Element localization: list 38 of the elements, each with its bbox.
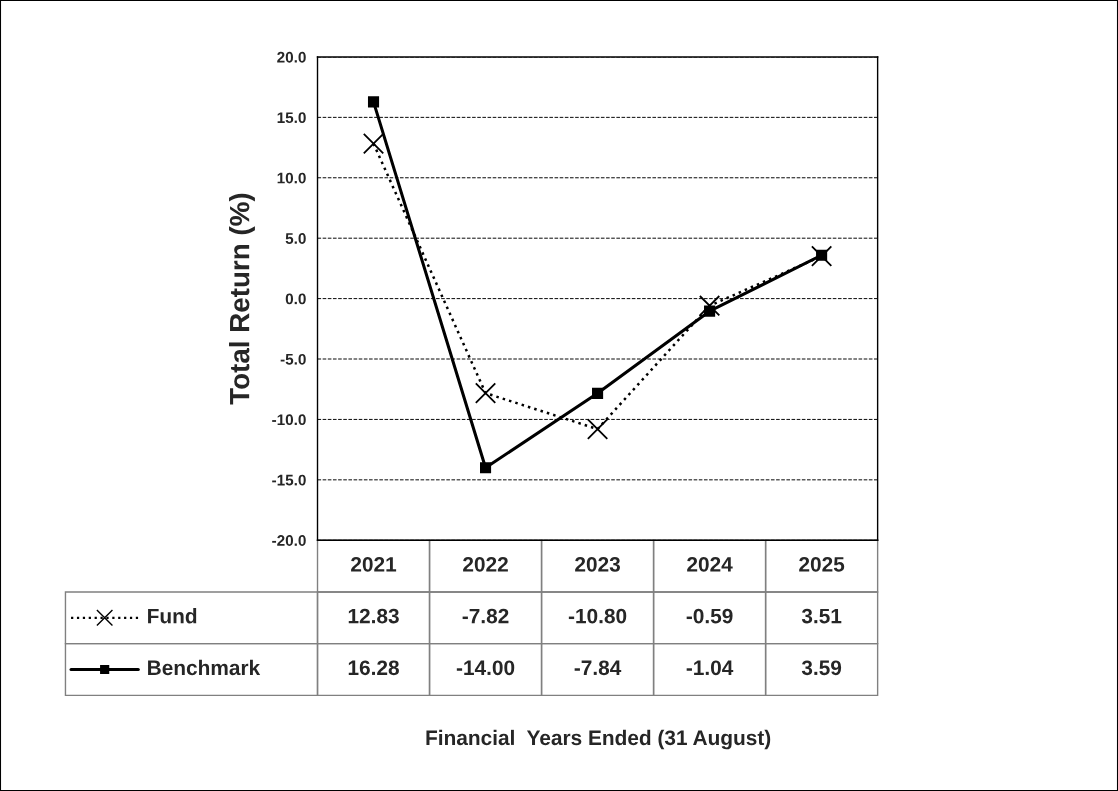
y-tick-label: 0.0 <box>285 293 306 305</box>
legend-label: Fund <box>148 608 197 624</box>
point <box>474 382 497 404</box>
x-tick-label: 2025 <box>799 556 845 572</box>
y-tick-label: -15.0 <box>272 474 306 486</box>
point <box>698 295 721 317</box>
data-label: -14.00 <box>456 660 515 676</box>
x-tick-label: 2022 <box>463 556 508 572</box>
point <box>816 249 828 261</box>
data-label: -7.84 <box>574 660 622 676</box>
y-tick-label: -10.0 <box>272 414 306 426</box>
y-tick-label: 10.0 <box>277 172 306 184</box>
y-tick-label: 5.0 <box>285 233 306 244</box>
point <box>810 245 833 267</box>
point <box>704 305 716 317</box>
y-tick-label: 20.0 <box>277 51 306 63</box>
text: Financial Years Ended (31 August) <box>426 729 771 750</box>
point <box>592 387 604 399</box>
y-tick-label: -20.0 <box>272 535 306 546</box>
y-tick-label: -5.0 <box>280 353 306 365</box>
y-axis-title: Total Return (%) <box>229 193 255 405</box>
y-tick-label: 15.0 <box>277 112 306 124</box>
data-label: -7.82 <box>462 608 509 624</box>
point <box>479 462 492 474</box>
x-tick-label: 2024 <box>687 556 733 572</box>
data-label: 16.28 <box>348 660 399 676</box>
x-tick-label: 2023 <box>575 556 620 572</box>
data-label: -1.04 <box>686 660 734 676</box>
data-label: -10.80 <box>568 608 627 624</box>
data-label: 3.51 <box>801 608 842 624</box>
data-label: -0.59 <box>686 608 733 624</box>
data-label: 3.59 <box>801 660 842 676</box>
data-label: 12.83 <box>348 608 399 624</box>
x-tick-label: 2021 <box>351 556 397 572</box>
point <box>586 418 609 440</box>
legend-label: Benchmark <box>148 659 261 676</box>
point <box>362 132 385 155</box>
point <box>367 96 380 108</box>
